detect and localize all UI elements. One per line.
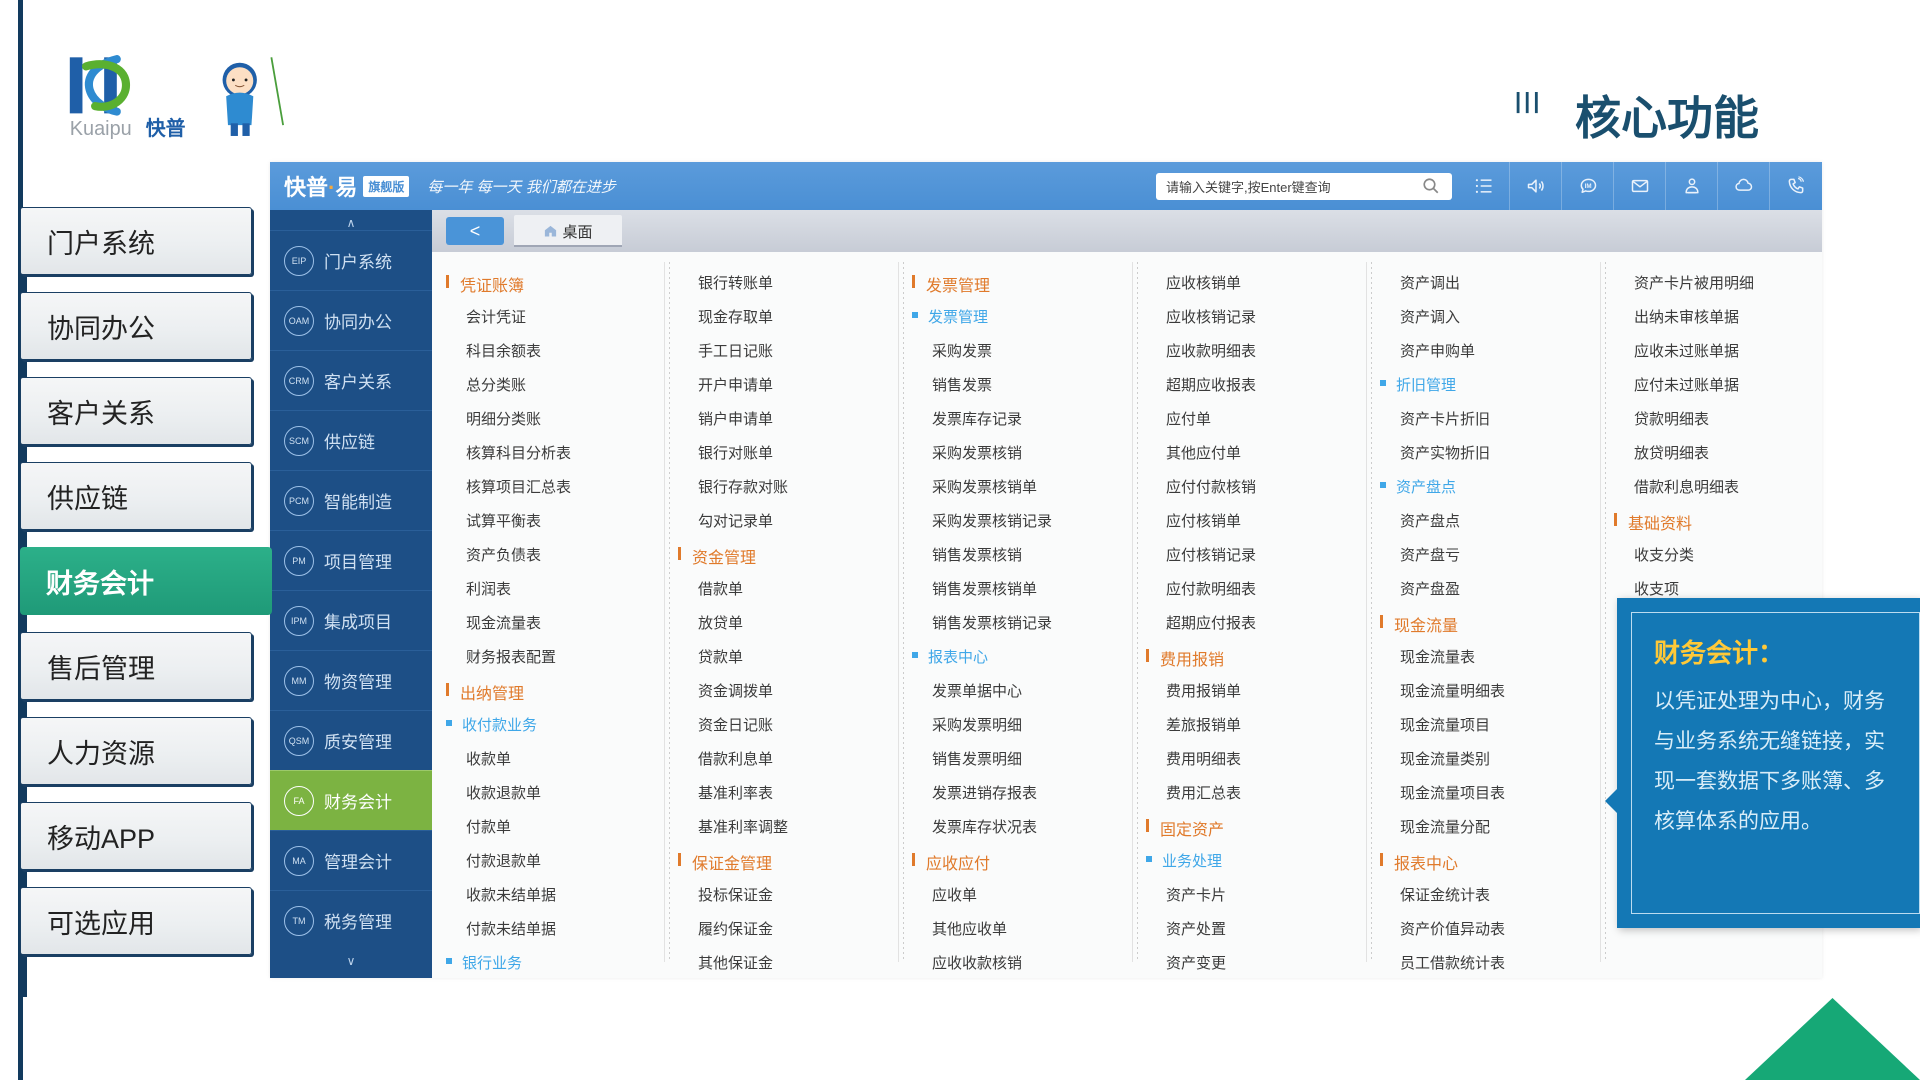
svg-text:Kuaipu: Kuaipu <box>70 118 132 140</box>
svg-text:快普: 快普 <box>146 117 186 140</box>
svg-text:IM: IM <box>1584 183 1591 190</box>
